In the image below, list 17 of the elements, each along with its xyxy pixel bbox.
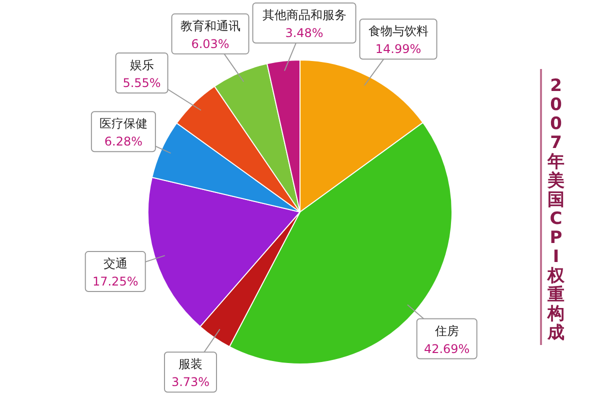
data-label: 14.99% — [375, 42, 422, 56]
chart-title: 2007年美国CPI权重构成 — [548, 76, 564, 343]
data-label: 6.28% — [104, 134, 142, 149]
data-label: 42.69% — [424, 342, 470, 356]
data-label: 3.73% — [171, 375, 210, 390]
slice-label: 娱乐 — [130, 58, 154, 72]
slice-label: 其他商品和服务 — [262, 8, 346, 22]
data-label: 6.03% — [191, 36, 230, 51]
data-label: 17.25% — [92, 274, 138, 289]
slice-label: 食物与饮料 — [368, 24, 428, 38]
slice-label: 医疗保健 — [99, 116, 148, 131]
slice-label: 服装 — [178, 357, 203, 372]
slice-label: 住房 — [434, 324, 459, 338]
data-label: 5.55% — [122, 76, 161, 90]
slice-label: 交通 — [103, 256, 128, 271]
data-label: 3.48% — [285, 26, 324, 40]
slice-label: 教育和通讯 — [180, 18, 240, 33]
